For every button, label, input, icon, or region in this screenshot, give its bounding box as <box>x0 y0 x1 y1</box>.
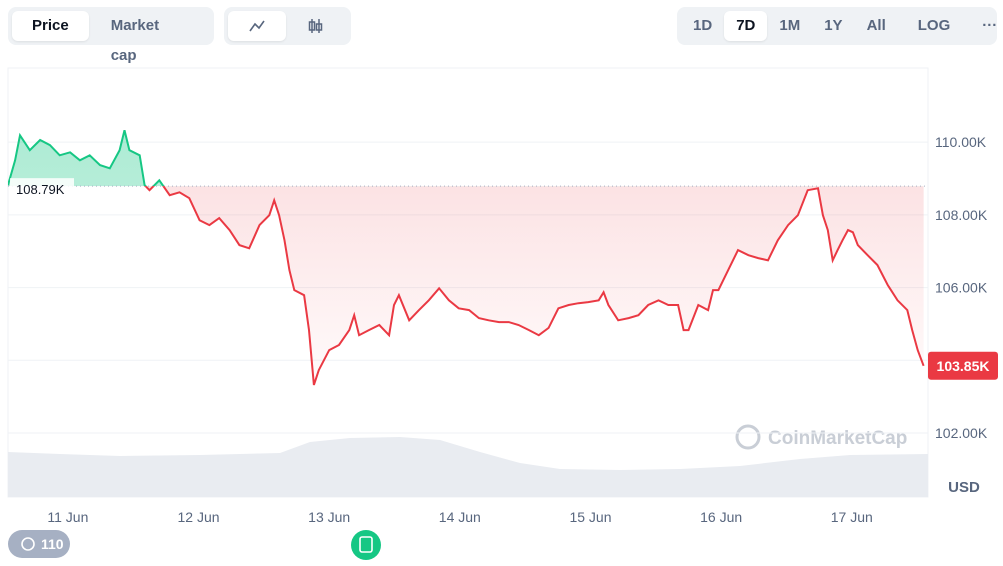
range-button[interactable]: 7D <box>724 11 768 41</box>
x-tick-label: 12 Jun <box>178 509 220 525</box>
x-tick-label: 16 Jun <box>700 509 742 525</box>
range-group: 1D 7D 1M 1Y All LOG ··· <box>677 7 997 45</box>
range-button[interactable]: 1Y <box>824 17 843 34</box>
range-button[interactable]: All <box>866 17 886 34</box>
line-icon <box>249 20 265 32</box>
volume-area <box>8 437 928 497</box>
y-tick-label: 108.00K <box>935 207 988 223</box>
candle-icon <box>308 19 323 33</box>
watermark: CoinMarketCap <box>735 424 907 450</box>
news-marker[interactable] <box>351 530 381 560</box>
current-price-label: 103.85K <box>937 358 990 374</box>
tab[interactable]: Price <box>12 11 89 41</box>
candle-button[interactable] <box>286 11 344 41</box>
chart-kind-group <box>224 7 351 45</box>
currency-label: USD <box>948 479 980 496</box>
x-tick-label: 13 Jun <box>308 509 350 525</box>
y-tick-label: 110.00K <box>935 134 987 150</box>
current-price-tag <box>928 351 998 380</box>
x-tick-label: 17 Jun <box>831 509 873 525</box>
log-button[interactable]: LOG <box>917 17 951 34</box>
price-line-up <box>8 129 165 187</box>
x-tick-label: 15 Jun <box>569 509 611 525</box>
baseline-label: 108.79K <box>16 182 65 197</box>
badge[interactable] <box>8 530 70 558</box>
line-button[interactable] <box>228 11 286 41</box>
badge-text: 110 <box>41 536 64 552</box>
clock-icon <box>21 537 35 551</box>
tab-group: Price Market cap <box>8 7 214 64</box>
range-button[interactable]: 1M <box>779 17 801 34</box>
y-tick-label: 102.00K <box>935 425 988 441</box>
x-tick-label: 11 Jun <box>47 509 88 525</box>
news-icon <box>359 536 373 553</box>
more-button[interactable]: ··· <box>982 17 998 34</box>
baseline-label-bg <box>10 178 74 199</box>
tab[interactable]: Market cap <box>110 17 160 64</box>
price-line-down <box>144 186 925 386</box>
x-tick-label: 14 Jun <box>439 509 481 525</box>
range-button[interactable]: 1D <box>693 17 713 34</box>
y-tick-label: 106.00K <box>935 280 988 296</box>
watermark-text: CoinMarketCap <box>768 428 907 449</box>
area-down <box>8 186 924 385</box>
